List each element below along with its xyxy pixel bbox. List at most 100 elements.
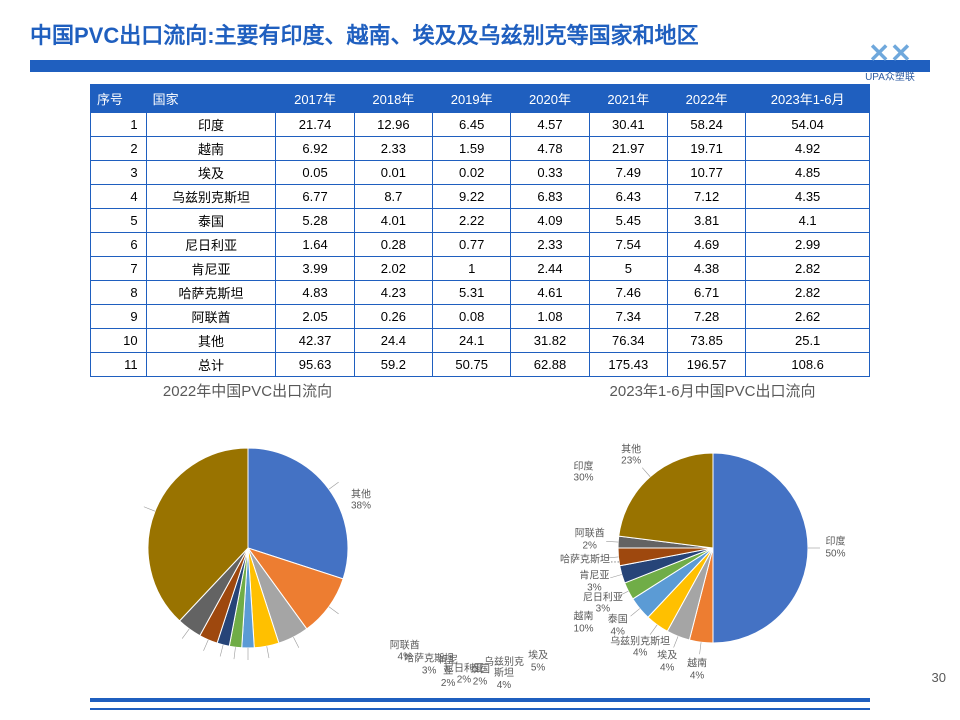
table-cell: 1.64 (276, 233, 354, 257)
table-cell: 5.45 (589, 209, 667, 233)
table-cell: 7.28 (667, 305, 745, 329)
table-cell: 2.44 (511, 257, 589, 281)
table-cell: 埃及 (146, 161, 276, 185)
table-cell: 0.02 (433, 161, 511, 185)
table-cell: 6.43 (589, 185, 667, 209)
table-header-cell: 2019年 (433, 85, 511, 113)
table-cell: 10.77 (667, 161, 745, 185)
table-header-cell: 序号 (91, 85, 147, 113)
table-cell: 5 (589, 257, 667, 281)
chart-title: 2022年中国PVC出口流向 (20, 380, 475, 401)
table-cell: 4.69 (667, 233, 745, 257)
table-cell: 6.45 (433, 113, 511, 137)
pie-slice (713, 453, 808, 643)
table-cell: 4.01 (354, 209, 432, 233)
table-cell: 6 (91, 233, 147, 257)
table-cell: 0.05 (276, 161, 354, 185)
table-cell: 2.22 (433, 209, 511, 233)
table-row: 2越南6.922.331.594.7821.9719.714.92 (91, 137, 870, 161)
table-cell: 2.05 (276, 305, 354, 329)
table-cell: 7.49 (589, 161, 667, 185)
table-cell: 42.37 (276, 329, 354, 353)
page-number: 30 (932, 670, 946, 685)
pie-chart: 2022年中国PVC出口流向印度30%越南10%埃及5%乌兹别克斯坦4%泰国2%… (20, 380, 475, 680)
table-header-cell: 2021年 (589, 85, 667, 113)
table-row: 7肯尼亚3.992.0212.4454.382.82 (91, 257, 870, 281)
table-row: 9阿联酋2.050.260.081.087.347.282.62 (91, 305, 870, 329)
logo: ✕✕ UPA众塑联 (850, 40, 930, 80)
table-cell: 肯尼亚 (146, 257, 276, 281)
slice-label: 印度50% (825, 537, 845, 560)
chart-title: 2023年1-6月中国PVC出口流向 (485, 380, 940, 401)
table-cell: 59.2 (354, 353, 432, 377)
table-header-cell: 2018年 (354, 85, 432, 113)
header: 中国PVC出口流向:主要有印度、越南、埃及及乌兹别克等国家和地区 (0, 0, 960, 56)
table-cell: 7.54 (589, 233, 667, 257)
table-cell: 8.7 (354, 185, 432, 209)
table-cell: 3.81 (667, 209, 745, 233)
table-header-cell: 国家 (146, 85, 276, 113)
table-row: 1印度21.7412.966.454.5730.4158.2454.04 (91, 113, 870, 137)
table-cell: 3.99 (276, 257, 354, 281)
table-cell: 6.77 (276, 185, 354, 209)
table-cell: 1.59 (433, 137, 511, 161)
table-cell: 95.63 (276, 353, 354, 377)
table-body: 1印度21.7412.966.454.5730.4158.2454.042越南6… (91, 113, 870, 377)
logo-icon: ✕✕ (850, 40, 930, 66)
logo-text: UPA众塑联 (850, 68, 930, 83)
charts-row: 2022年中国PVC出口流向印度30%越南10%埃及5%乌兹别克斯坦4%泰国2%… (20, 380, 940, 680)
table-cell: 4.38 (667, 257, 745, 281)
slice-label: 阿联酋2% (575, 529, 605, 552)
table-cell: 4.23 (354, 281, 432, 305)
table-cell: 8 (91, 281, 147, 305)
table-cell: 4.61 (511, 281, 589, 305)
table-header-row: 序号国家2017年2018年2019年2020年2021年2022年2023年1… (91, 85, 870, 113)
pie-wrap: 印度50%越南4%埃及4%乌兹别克斯坦4%泰国4%尼日利亚3%肯尼亚3%哈萨克斯… (485, 405, 940, 675)
table-cell: 2.02 (354, 257, 432, 281)
table-cell: 4.92 (746, 137, 870, 161)
table-cell: 58.24 (667, 113, 745, 137)
table-cell: 4 (91, 185, 147, 209)
table-cell: 2.99 (746, 233, 870, 257)
table-cell: 总计 (146, 353, 276, 377)
table-cell: 乌兹别克斯坦 (146, 185, 276, 209)
table-cell: 5.28 (276, 209, 354, 233)
table-cell: 62.88 (511, 353, 589, 377)
table-cell: 4.09 (511, 209, 589, 233)
table-cell: 印度 (146, 113, 276, 137)
slice-label: 哈萨克斯坦… (560, 554, 620, 566)
table-cell: 4.83 (276, 281, 354, 305)
export-table: 序号国家2017年2018年2019年2020年2021年2022年2023年1… (90, 84, 870, 377)
table-cell: 泰国 (146, 209, 276, 233)
table-cell: 3 (91, 161, 147, 185)
table-cell: 0.77 (433, 233, 511, 257)
table-header-cell: 2020年 (511, 85, 589, 113)
pie-svg (485, 405, 940, 675)
table-row: 11总计95.6359.250.7562.88175.43196.57108.6 (91, 353, 870, 377)
table-cell: 2.33 (354, 137, 432, 161)
table-cell: 6.71 (667, 281, 745, 305)
table-cell: 7 (91, 257, 147, 281)
export-table-wrap: 序号国家2017年2018年2019年2020年2021年2022年2023年1… (90, 84, 870, 377)
table-cell: 6.83 (511, 185, 589, 209)
pie-slice (618, 453, 712, 548)
table-cell: 196.57 (667, 353, 745, 377)
table-cell: 10 (91, 329, 147, 353)
table-cell: 25.1 (746, 329, 870, 353)
table-header-cell: 2023年1-6月 (746, 85, 870, 113)
slice-label: 泰国4% (608, 615, 628, 638)
table-cell: 76.34 (589, 329, 667, 353)
table-cell: 4.57 (511, 113, 589, 137)
table-cell: 4.85 (746, 161, 870, 185)
table-cell: 1.08 (511, 305, 589, 329)
table-cell: 1 (433, 257, 511, 281)
table-cell: 9 (91, 305, 147, 329)
table-cell: 175.43 (589, 353, 667, 377)
table-cell: 11 (91, 353, 147, 377)
table-cell: 其他 (146, 329, 276, 353)
table-cell: 7.46 (589, 281, 667, 305)
table-cell: 21.74 (276, 113, 354, 137)
table-cell: 7.34 (589, 305, 667, 329)
table-cell: 50.75 (433, 353, 511, 377)
table-cell: 73.85 (667, 329, 745, 353)
